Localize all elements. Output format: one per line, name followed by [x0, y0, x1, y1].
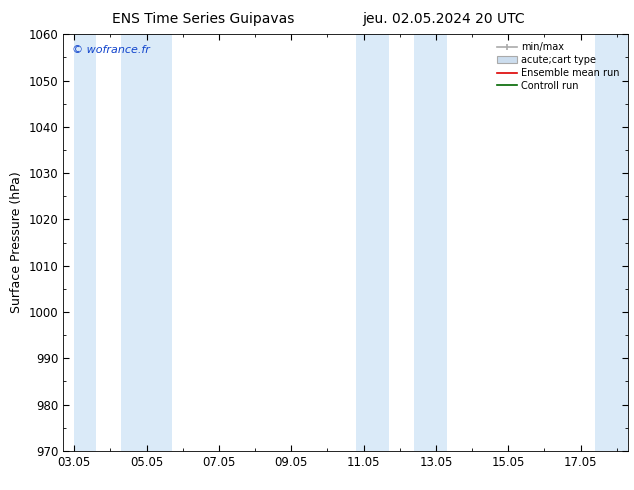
Bar [595, 34, 628, 451]
Text: jeu. 02.05.2024 20 UTC: jeu. 02.05.2024 20 UTC [363, 12, 525, 26]
Text: © wofrance.fr: © wofrance.fr [72, 45, 150, 55]
Bar [121, 34, 172, 451]
Y-axis label: Surface Pressure (hPa): Surface Pressure (hPa) [10, 172, 23, 314]
Bar [414, 34, 447, 451]
Text: ENS Time Series Guipavas: ENS Time Series Guipavas [112, 12, 294, 26]
Bar [356, 34, 389, 451]
Legend: min/max, acute;cart type, Ensemble mean run, Controll run: min/max, acute;cart type, Ensemble mean … [494, 39, 623, 94]
Bar [74, 34, 96, 451]
